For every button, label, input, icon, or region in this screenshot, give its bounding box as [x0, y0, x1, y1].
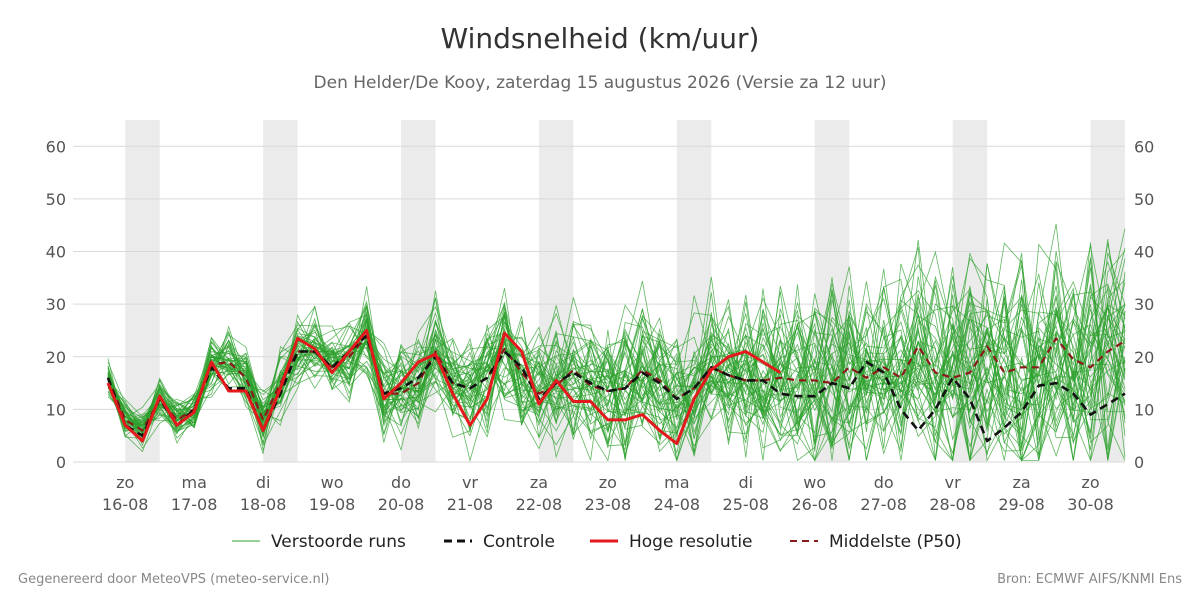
y-tick-left: 60: [46, 137, 66, 156]
control-line: [106, 334, 1126, 443]
ensemble-run-line: [107, 250, 1126, 462]
x-tick-date: 25-08: [723, 495, 770, 514]
x-tick-date: 16-08: [102, 495, 149, 514]
x-tick-day: vr: [945, 473, 961, 492]
high-res-line: [106, 329, 782, 446]
x-tick-date: 24-08: [654, 495, 701, 514]
chart-subtitle: Den Helder/De Kooy, zaterdag 15 augustus…: [313, 73, 887, 93]
x-tick-date: 27-08: [860, 495, 907, 514]
source-note: Bron: ECMWF AIFS/KNMI Ens: [997, 572, 1182, 587]
ensemble-run-line: [107, 252, 1126, 461]
y-tick-right: 10: [1134, 400, 1154, 419]
legend-median-label: Middelste (P50): [829, 532, 962, 552]
x-tick-date: 22-08: [516, 495, 563, 514]
y-tick-right: 50: [1134, 190, 1154, 209]
x-tick-date: 26-08: [791, 495, 838, 514]
x-tick-day: di: [738, 473, 753, 492]
y-tick-right: 0: [1134, 453, 1144, 472]
y-tick-left: 30: [46, 295, 66, 314]
x-tick-date: 20-08: [378, 495, 425, 514]
x-tick-date: 23-08: [585, 495, 632, 514]
x-tick-date: 30-08: [1067, 495, 1114, 514]
x-tick-day: zo: [1081, 473, 1099, 492]
y-tick-right: 30: [1134, 295, 1154, 314]
y-tick-right: 20: [1134, 348, 1154, 367]
x-tick-day: ma: [664, 473, 689, 492]
x-tick-day: wo: [803, 473, 826, 492]
x-tick-date: 17-08: [171, 495, 218, 514]
y-tick-left: 0: [56, 453, 66, 472]
x-tick-day: do: [874, 473, 894, 492]
x-tick-day: wo: [321, 473, 344, 492]
x-tick-day: di: [256, 473, 271, 492]
x-tick-date: 28-08: [929, 495, 976, 514]
ensemble-run-line: [107, 283, 1126, 462]
y-tick-left: 50: [46, 190, 66, 209]
x-tick-day: zo: [599, 473, 617, 492]
y-tick-right: 60: [1134, 137, 1154, 156]
generated-by-note: Gegenereerd door MeteoVPS (meteo-service…: [18, 572, 330, 587]
x-tick-date: 18-08: [240, 495, 287, 514]
x-tick-day: za: [1012, 473, 1030, 492]
ensemble-run-line: [107, 242, 1126, 461]
ensemble-run-line: [107, 263, 1126, 461]
legend-ensemble-label: Verstoorde runs: [271, 532, 406, 552]
axis-ticks: 0 0 10 10 20 20 30 30 40 40 50 50 60 60 zo 16-08 ma 17-08…: [46, 137, 1155, 514]
x-tick-day: do: [391, 473, 411, 492]
y-tick-left: 40: [46, 243, 66, 262]
chart-title: Windsnelheid (km/uur): [440, 22, 760, 55]
legend: Verstoorde runs Controle Hoge resolutie Mid…: [232, 532, 962, 552]
x-tick-day: vr: [462, 473, 478, 492]
x-tick-day: za: [530, 473, 548, 492]
x-tick-day: zo: [116, 473, 134, 492]
night-band: [401, 120, 436, 462]
y-tick-left: 20: [46, 348, 66, 367]
median-line: [106, 334, 1126, 432]
y-tick-right: 40: [1134, 243, 1154, 262]
legend-high-res-label: Hoge resolutie: [629, 532, 753, 552]
x-tick-date: 19-08: [309, 495, 356, 514]
main-series: [106, 329, 1126, 446]
x-tick-date: 29-08: [998, 495, 1045, 514]
x-tick-day: ma: [181, 473, 206, 492]
legend-control-label: Controle: [483, 532, 555, 552]
y-tick-left: 10: [46, 400, 66, 419]
x-tick-date: 21-08: [447, 495, 494, 514]
